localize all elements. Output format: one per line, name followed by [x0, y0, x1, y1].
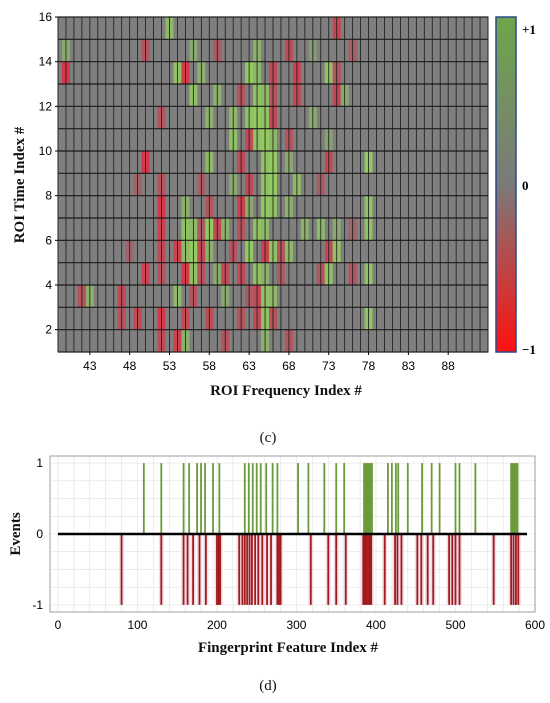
heatmap-y-tick-label: 16	[39, 10, 53, 24]
heatmap-x-tick-label: 78	[362, 359, 376, 373]
event-x-tick-label: 400	[366, 618, 386, 632]
heatmap-y-tick-label: 6	[45, 233, 52, 247]
heatmap-x-tick-label: 88	[442, 359, 456, 373]
event-x-tick-label: 500	[445, 618, 465, 632]
event-x-tick-label: 100	[127, 618, 147, 632]
heatmap-x-tick-label: 63	[242, 359, 256, 373]
event-y-tick-label: 0	[36, 527, 43, 541]
colorbar-gradient	[495, 16, 517, 353]
event-x-tick-label: 600	[525, 618, 545, 632]
event-x-tick-label: 0	[55, 618, 62, 632]
heatmap-y-tick-label: 12	[39, 99, 53, 113]
heatmap-frame	[57, 16, 489, 353]
event-x-tick-label: 300	[286, 618, 306, 632]
event-y-tick-label: -1	[32, 598, 43, 612]
heatmap-x-tick-label: 68	[282, 359, 296, 373]
heatmap-y-tick-label: 10	[39, 144, 53, 158]
heatmap-y-tick-label: 8	[45, 189, 52, 203]
event-chart: 0 100 200 300 400 500 600 1 0 -1 Fingerprint Fea…	[8, 455, 546, 656]
caption-c: (c)	[260, 430, 277, 446]
heatmap-y-tick-label: 4	[45, 278, 52, 292]
colorbar-mid-label: 0	[522, 178, 529, 193]
event-y-label: Events	[8, 512, 24, 556]
heatmap-y-tick-label: 2	[45, 323, 52, 337]
heatmap-y-tick-label: 14	[39, 55, 53, 69]
heatmap-x-tick-label: 58	[203, 359, 217, 373]
colorbar: +1 0 −1	[495, 16, 536, 357]
colorbar-min-label: −1	[522, 342, 536, 357]
heatmap-y-ticks: 2 4 6 8 10 12 14 16	[39, 10, 58, 337]
event-x-tick-label: 200	[207, 618, 227, 632]
caption-d: (d)	[259, 678, 277, 694]
heatmap-x-ticks: 43 48 53 58 63 68 73 78 83 88	[83, 352, 455, 373]
heatmap-x-tick-label: 53	[163, 359, 177, 373]
heatmap-x-tick-label: 43	[83, 359, 97, 373]
event-x-label: Fingerprint Feature Index #	[198, 640, 379, 656]
colorbar-max-label: +1	[522, 22, 536, 37]
heatmap-x-tick-label: 73	[322, 359, 336, 373]
event-y-ticks: 1 0 -1	[32, 456, 43, 612]
heatmap-x-tick-label: 83	[402, 359, 416, 373]
heatmap-y-label: ROI Time Index #	[12, 126, 28, 243]
heatmap-x-tick-label: 48	[123, 359, 137, 373]
heatmap-x-label: ROI Frequency Index #	[210, 383, 362, 399]
event-frame	[49, 455, 536, 613]
event-x-ticks: 0 100 200 300 400 500 600	[55, 618, 546, 632]
event-bars	[120, 463, 520, 605]
event-y-tick-label: 1	[36, 456, 43, 470]
